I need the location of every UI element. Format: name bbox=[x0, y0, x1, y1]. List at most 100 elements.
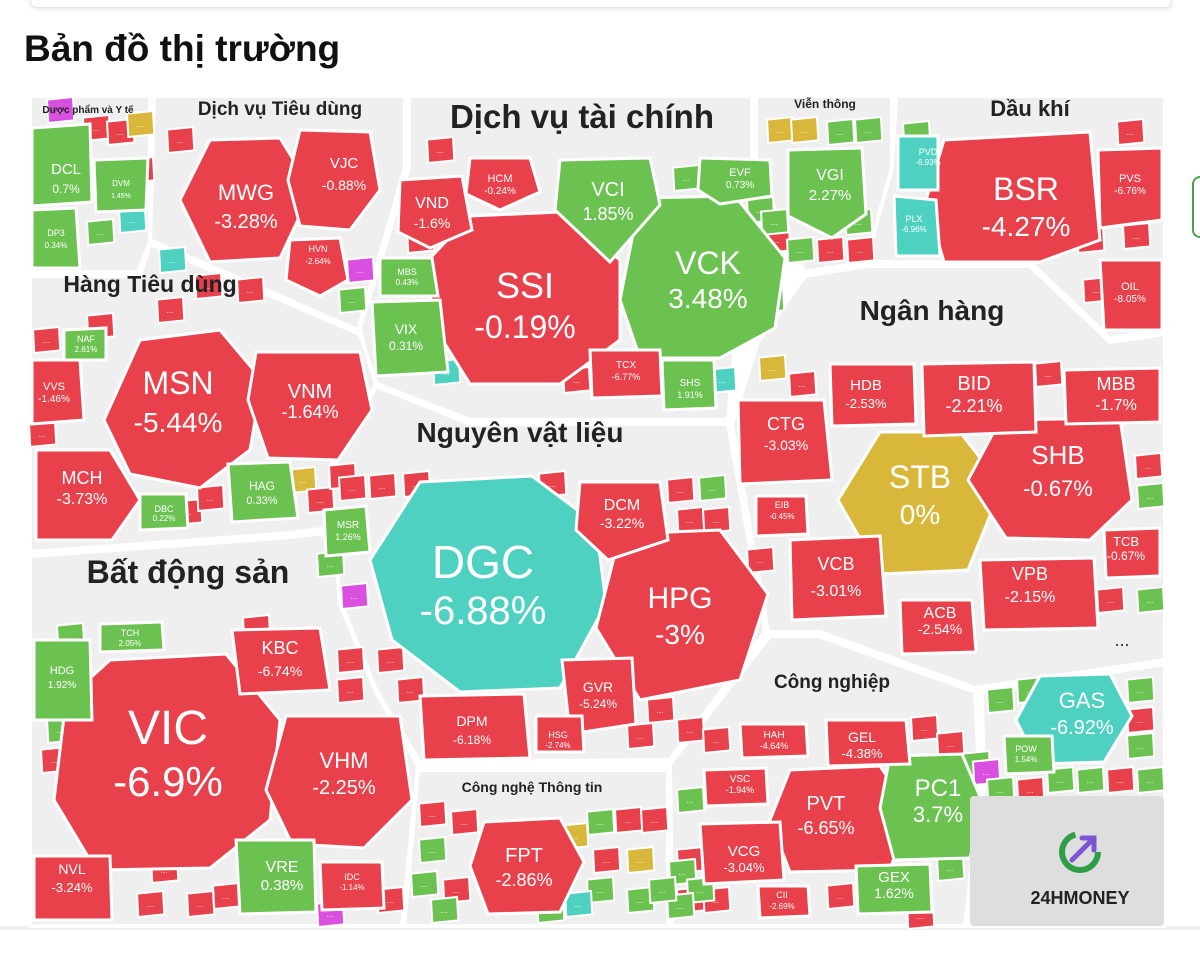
small-stock-cell[interactable]: ... bbox=[585, 807, 616, 837]
stock-tile-vcb[interactable]: VCB -3.01% bbox=[788, 534, 888, 622]
small-stock-cell[interactable]: ... bbox=[165, 125, 196, 155]
small-stock-cell[interactable]: ... bbox=[785, 235, 816, 265]
small-stock-cell[interactable]: ... bbox=[135, 889, 166, 919]
small-stock-cell[interactable]: ... bbox=[1105, 765, 1136, 795]
stock-tile-gel[interactable]: GEL-4.38% bbox=[824, 718, 912, 768]
stock-tile-pvs[interactable]: PVS-6.76% bbox=[1096, 146, 1164, 230]
small-stock-cell[interactable]: ... bbox=[157, 245, 188, 275]
stock-tile-eib[interactable]: EIB -0.45% bbox=[754, 494, 810, 538]
side-tab[interactable] bbox=[1192, 176, 1200, 238]
stock-tile-tcx[interactable]: TCX-6.77% bbox=[588, 348, 664, 400]
stock-tile-vix[interactable]: VIX 0.31% bbox=[370, 298, 450, 378]
stock-tile-vci[interactable]: VCI 1.85% bbox=[553, 156, 662, 265]
stock-tile-vhm[interactable]: VHM -2.25% bbox=[264, 714, 414, 850]
stock-tile-pvd[interactable]: PVD-6.93% bbox=[896, 134, 941, 192]
small-stock-cell[interactable]: ... bbox=[645, 695, 676, 725]
small-stock-cell[interactable]: ... bbox=[441, 875, 472, 905]
small-stock-cell[interactable]: ... bbox=[1125, 731, 1156, 761]
small-stock-cell[interactable]: ... bbox=[185, 889, 216, 919]
stock-tile-nvl[interactable]: NVL -3.24% bbox=[32, 854, 114, 922]
stock-tile-vcg[interactable]: VCG-3.04% bbox=[698, 820, 786, 886]
small-stock-cell[interactable]: ... bbox=[825, 881, 856, 911]
small-stock-cell[interactable]: ... bbox=[671, 163, 702, 193]
stock-tile-bid[interactable]: BID-2.21% bbox=[920, 360, 1038, 438]
small-stock-cell[interactable]: ... bbox=[701, 505, 732, 535]
small-stock-cell[interactable]: ... bbox=[1135, 585, 1166, 615]
small-stock-cell[interactable]: ... bbox=[1115, 117, 1146, 147]
small-stock-cell[interactable]: ... bbox=[345, 255, 376, 285]
small-stock-cell[interactable]: ... bbox=[639, 805, 670, 835]
small-stock-cell[interactable]: ... bbox=[625, 885, 656, 915]
stock-tile-vic[interactable]: VIC-6.9% bbox=[52, 652, 282, 872]
stock-tile-dvm[interactable]: DVM 1.45% bbox=[92, 156, 150, 214]
small-stock-cell[interactable]: ... bbox=[675, 505, 706, 535]
stock-tile-dp3[interactable]: DP3 0.34% bbox=[30, 206, 82, 270]
small-stock-cell[interactable]: ... bbox=[909, 713, 940, 743]
small-stock-cell[interactable]: ... bbox=[789, 115, 820, 145]
stock-tile-tcb[interactable]: TCB-0.67% bbox=[1102, 526, 1162, 580]
stock-tile-plx[interactable]: PLX-6.96% bbox=[892, 194, 942, 258]
stock-tile-dcm[interactable]: DCM-3.22% bbox=[574, 480, 670, 562]
stock-tile-fpt[interactable]: FPT -2.86% bbox=[468, 816, 586, 916]
small-stock-cell[interactable]: ... bbox=[613, 805, 644, 835]
small-stock-cell[interactable]: ... bbox=[625, 721, 656, 751]
stock-tile-kbc[interactable]: KBC -6.74% bbox=[230, 626, 332, 696]
stock-tile-hdg[interactable]: HDG 1.92% bbox=[32, 638, 94, 722]
stock-tile-vgi[interactable]: VGI 2.27% bbox=[786, 146, 868, 240]
more-sectors-marker[interactable]: ... bbox=[1114, 630, 1129, 650]
small-stock-cell[interactable]: ... bbox=[31, 325, 62, 355]
stock-tile-vnm[interactable]: VNM-1.64% bbox=[246, 350, 374, 462]
small-stock-cell[interactable]: ... bbox=[853, 115, 884, 145]
stock-tile-hpg[interactable]: HPG -3% bbox=[594, 528, 770, 702]
small-stock-cell[interactable]: ... bbox=[85, 217, 116, 247]
small-stock-cell[interactable]: ... bbox=[625, 845, 656, 875]
small-stock-cell[interactable]: ... bbox=[1095, 585, 1126, 615]
small-stock-cell[interactable]: ... bbox=[1075, 765, 1106, 795]
stock-tile-vjc[interactable]: VJC -0.88% bbox=[286, 128, 382, 232]
stock-tile-hah[interactable]: HAH-4.64% bbox=[738, 722, 810, 760]
small-stock-cell[interactable]: ... bbox=[449, 807, 480, 837]
small-stock-cell[interactable]: ... bbox=[985, 685, 1016, 715]
small-stock-cell[interactable]: ... bbox=[429, 895, 460, 925]
stock-tile-bsr[interactable]: BSR -4.27% bbox=[924, 130, 1102, 264]
stock-tile-hag[interactable]: HAG 0.33% bbox=[226, 460, 300, 524]
stock-tile-hsg[interactable]: HSG-2.74% bbox=[534, 714, 586, 754]
small-stock-cell[interactable]: ... bbox=[815, 235, 846, 265]
small-stock-cell[interactable]: ... bbox=[697, 473, 728, 503]
small-stock-cell[interactable]: ... bbox=[417, 799, 448, 829]
small-stock-cell[interactable]: ... bbox=[367, 471, 398, 501]
small-stock-cell[interactable]: ... bbox=[45, 95, 76, 125]
small-stock-cell[interactable]: ... bbox=[211, 881, 242, 911]
stock-tile-dcl[interactable]: DCL 0.7% bbox=[30, 122, 94, 208]
stock-tile-hdb[interactable]: HDB -2.53% bbox=[828, 362, 918, 428]
stock-tile-hvn[interactable]: HVN -2.64% bbox=[284, 236, 350, 298]
small-stock-cell[interactable]: ... bbox=[1121, 221, 1152, 251]
small-stock-cell[interactable]: ... bbox=[335, 645, 366, 675]
small-stock-cell[interactable]: ... bbox=[1135, 765, 1166, 795]
stock-tile-hcm[interactable]: HCM-0.24% bbox=[464, 156, 542, 212]
stock-tile-vsc[interactable]: VSC-1.94% bbox=[702, 766, 770, 808]
small-stock-cell[interactable]: ... bbox=[339, 581, 370, 611]
small-stock-cell[interactable]: ... bbox=[337, 285, 368, 315]
small-stock-cell[interactable]: ... bbox=[825, 117, 856, 147]
stock-tile-mbb[interactable]: MBB -1.7% bbox=[1062, 366, 1162, 426]
stock-tile-dgc[interactable]: DGC-6.88% bbox=[368, 474, 608, 694]
small-stock-cell[interactable]: ... bbox=[337, 473, 368, 503]
small-stock-cell[interactable]: ... bbox=[235, 275, 266, 305]
small-stock-cell[interactable]: ... bbox=[425, 135, 456, 165]
stock-tile-cii[interactable]: CII -2.69% bbox=[756, 884, 812, 920]
small-stock-cell[interactable]: ... bbox=[1033, 359, 1064, 389]
stock-tile-vnd[interactable]: VND -1.6% bbox=[396, 174, 474, 250]
small-stock-cell[interactable]: ... bbox=[195, 483, 226, 513]
small-stock-cell[interactable]: ... bbox=[1135, 481, 1166, 511]
